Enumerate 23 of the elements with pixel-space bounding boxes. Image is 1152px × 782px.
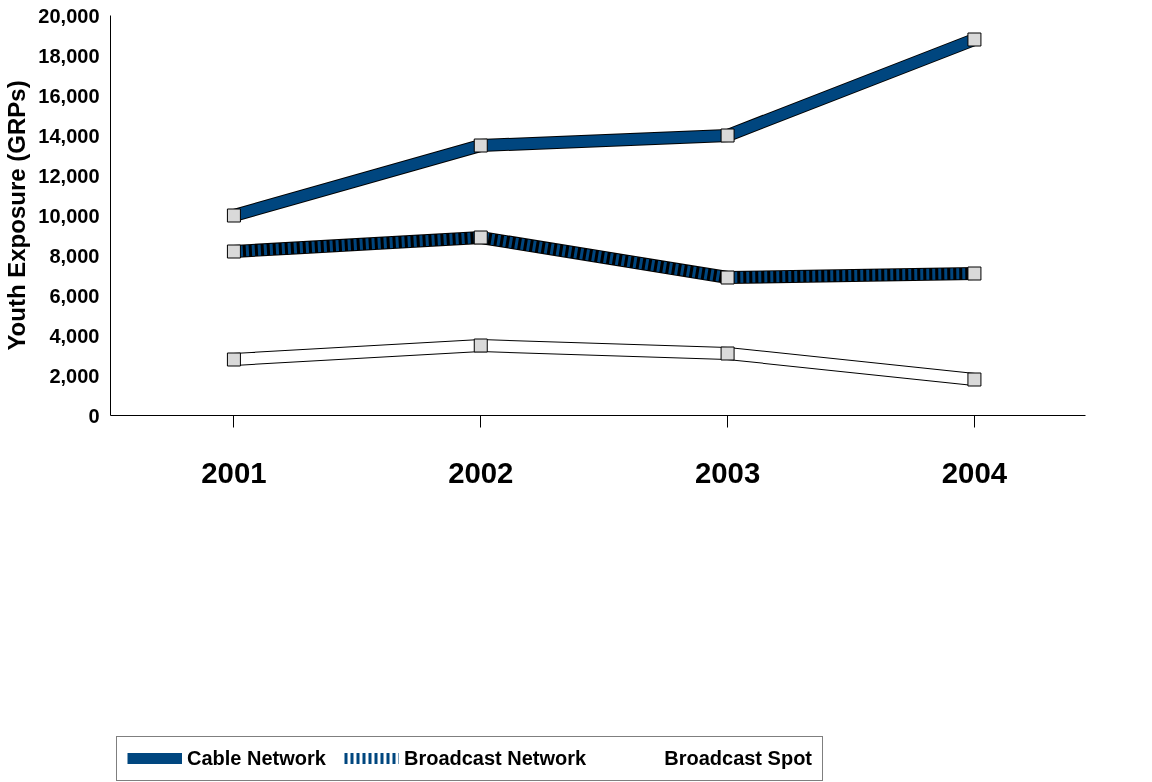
- x-tick-label: 2003: [694, 455, 761, 489]
- y-tick-label: 12,000: [38, 164, 100, 187]
- point: [226, 352, 241, 367]
- point: [720, 346, 735, 361]
- legend-label: Broadcast Network: [403, 746, 587, 770]
- y-tick-label: 2,000: [49, 364, 100, 387]
- x-tick-label: 2002: [448, 455, 514, 489]
- y-tick-label: 4,000: [49, 324, 100, 347]
- y-tick-label: 6,000: [49, 284, 100, 307]
- y-tick-label: 0: [88, 404, 100, 427]
- text: Broadcast Spot: [664, 746, 813, 770]
- x-tick-label: 2004: [941, 455, 1008, 489]
- y-tick-label: 10,000: [38, 204, 100, 227]
- point: [473, 338, 488, 353]
- y-tick-label: 16,000: [38, 84, 100, 107]
- y-axis-title: Youth Exposure (GRPs): [3, 80, 31, 351]
- point: [967, 372, 982, 387]
- y-tick-label: 20,000: [38, 4, 100, 27]
- legend-label: Cable Network: [187, 746, 326, 770]
- y-tick-label: 14,000: [38, 124, 100, 147]
- y-tick-label: 18,000: [38, 44, 100, 67]
- x-tick-label: 2001: [201, 455, 267, 489]
- y-tick-label: 8,000: [49, 244, 100, 267]
